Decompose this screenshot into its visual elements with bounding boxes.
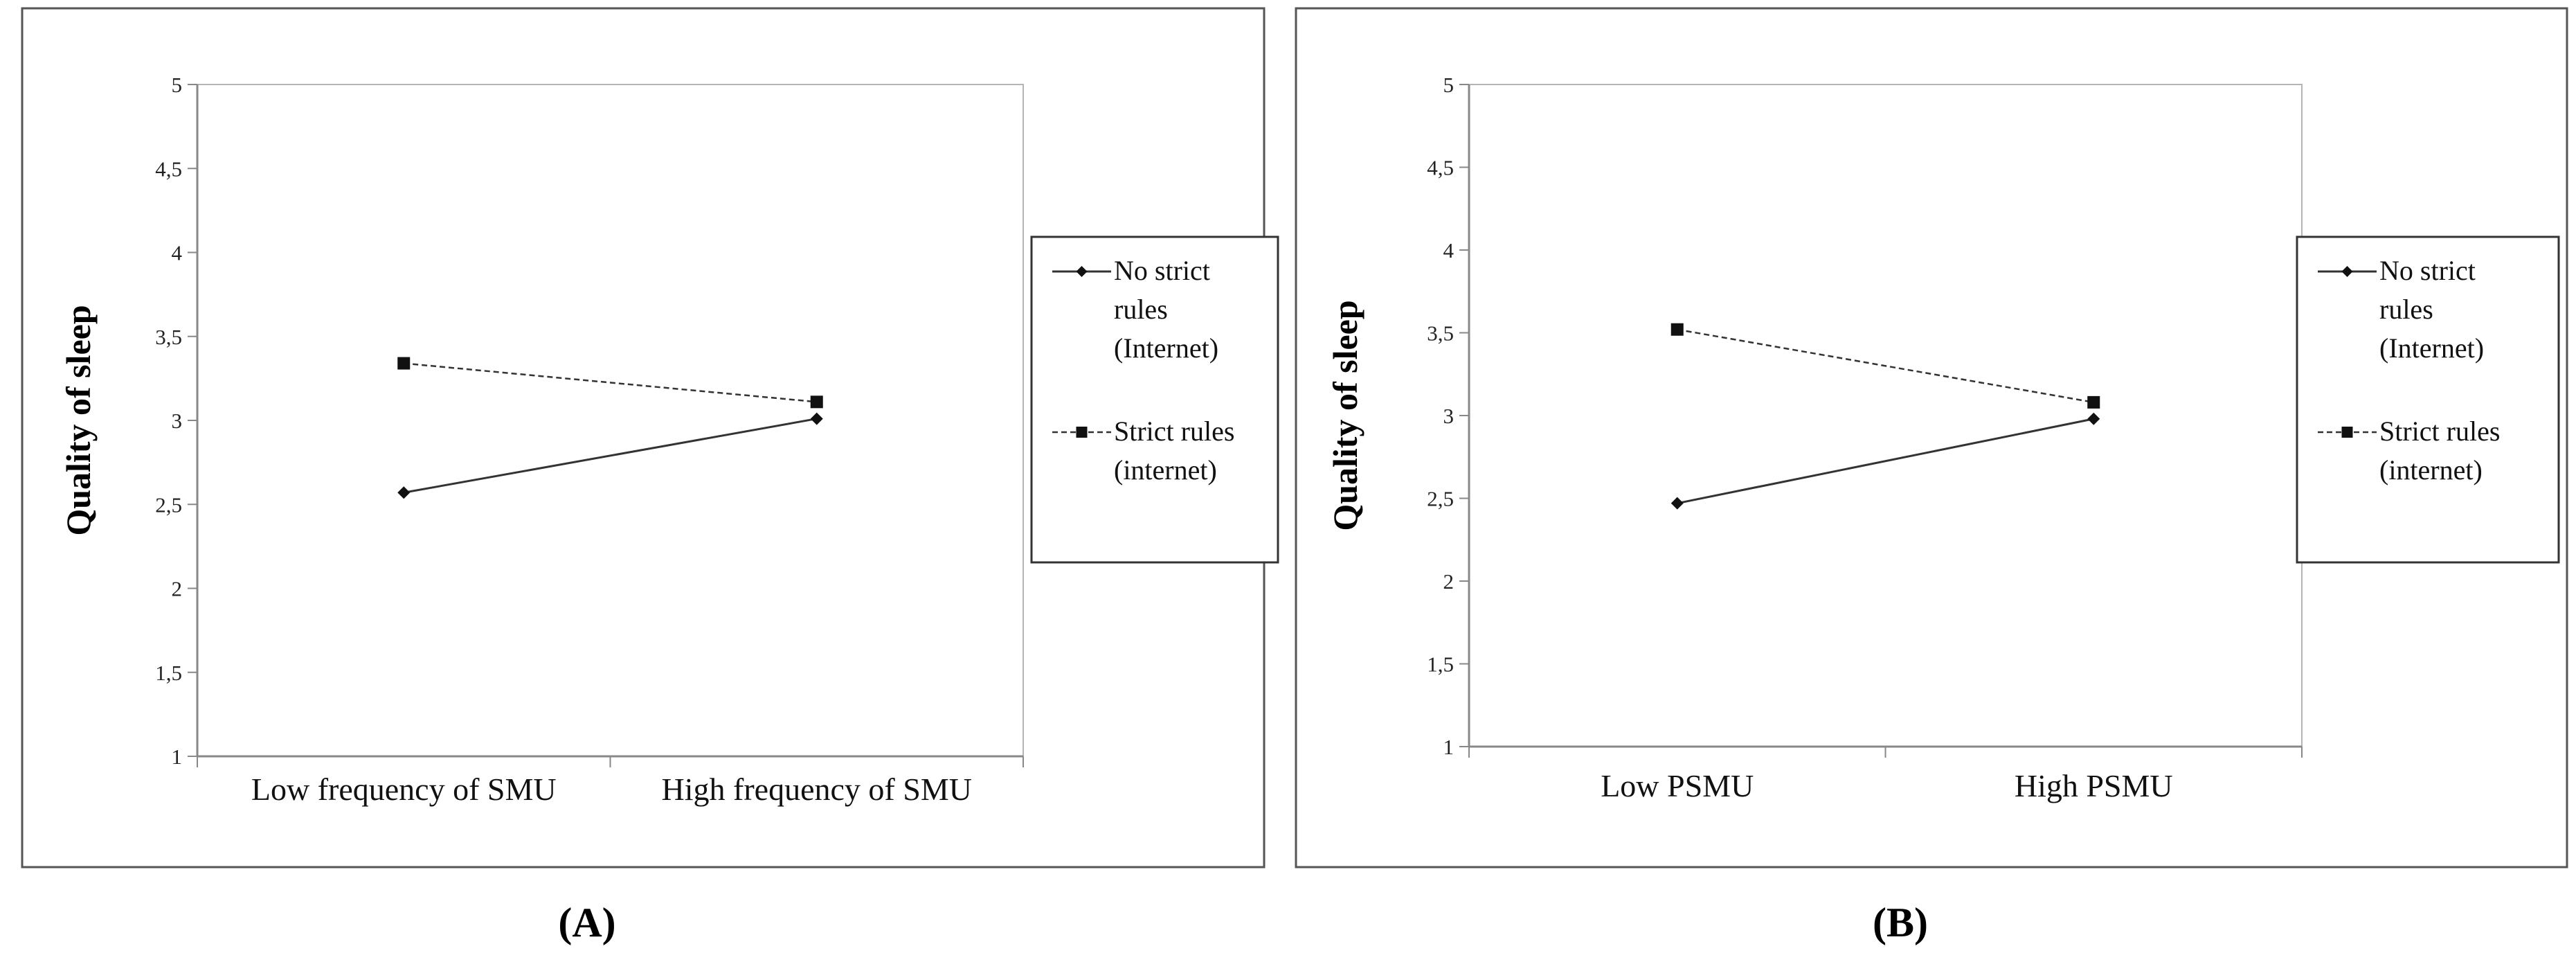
y-tick-label: 2: [172, 577, 183, 601]
legend-label: (internet): [1114, 454, 1217, 486]
y-tick-label: 1: [172, 745, 183, 769]
legend-label: (Internet): [2379, 332, 2484, 364]
series-line-1: [403, 418, 818, 494]
panel-label: (A): [558, 900, 615, 945]
y-tick-label: 4,5: [155, 157, 182, 181]
legend-label: (Internet): [1114, 332, 1218, 364]
data-point: [397, 486, 411, 499]
y-tick-label: 2: [1443, 569, 1454, 594]
series-line-1: [1677, 418, 2094, 505]
y-tick-label: 5: [172, 73, 183, 97]
legend-label: (internet): [2379, 454, 2483, 486]
legend-box: [1030, 235, 1279, 564]
data-point: [1670, 323, 1684, 336]
x-tick-label: Low frequency of SMU: [251, 772, 557, 807]
data-point: [397, 357, 411, 370]
legend-marker: [1076, 427, 1088, 438]
series-line-2: [404, 362, 817, 403]
y-tick-label: 1: [1443, 735, 1454, 759]
data-point: [1670, 497, 1684, 510]
legend-label: rules: [1114, 294, 1168, 325]
legend-marker: [2341, 266, 2353, 277]
panel-label: (B): [1873, 900, 1928, 945]
legend-marker: [1076, 266, 1088, 277]
plot-area: [1468, 84, 2303, 747]
y-axis-label: Quality of sleep: [1326, 300, 1364, 531]
data-point: [2087, 395, 2100, 409]
y-tick-label: 4: [172, 241, 183, 265]
data-point: [810, 395, 823, 409]
y-tick-label: 4,5: [1427, 156, 1454, 180]
data-point: [810, 412, 823, 425]
y-tick-label: 3,5: [1427, 321, 1454, 346]
legend-label: Strict rules: [1114, 416, 1234, 447]
y-tick-label: 2,5: [1427, 487, 1454, 511]
legend-label: rules: [2379, 294, 2433, 325]
plot-area: [197, 84, 1024, 757]
legend-marker: [2341, 427, 2353, 438]
y-tick-label: 1,5: [1427, 652, 1454, 677]
series-line-2: [1677, 328, 2094, 404]
x-tick-label: Low PSMU: [1601, 768, 1754, 803]
chart-frame: [1295, 7, 2568, 869]
y-tick-label: 3,5: [155, 325, 182, 349]
legend-label: Strict rules: [2379, 416, 2500, 447]
y-tick-label: 3: [172, 409, 183, 433]
chart-panel-b: 1 1,5 2 2,5 3 3,5 4 4,5 5 Low PSMU High PSMU Qualit…: [1295, 7, 2568, 945]
legend-box: [2296, 235, 2560, 564]
legend-label: No strict: [1114, 255, 1210, 286]
y-tick-label: 4: [1443, 238, 1454, 262]
y-tick-label: 2,5: [155, 492, 182, 517]
x-tick-label: High PSMU: [2015, 768, 2173, 803]
data-point: [2087, 412, 2100, 425]
chart-panel-a: 1 1,5 2 2,5 3 3,5 4 4,5 5 Low frequency of SMU Hig…: [21, 7, 1279, 945]
legend-label: No strict: [2379, 255, 2476, 286]
y-tick-label: 5: [1443, 73, 1454, 97]
y-tick-label: 3: [1443, 404, 1454, 428]
y-tick-label: 1,5: [155, 661, 182, 685]
x-tick-label: High frequency of SMU: [662, 772, 972, 807]
y-axis-label: Quality of sleep: [59, 305, 98, 535]
